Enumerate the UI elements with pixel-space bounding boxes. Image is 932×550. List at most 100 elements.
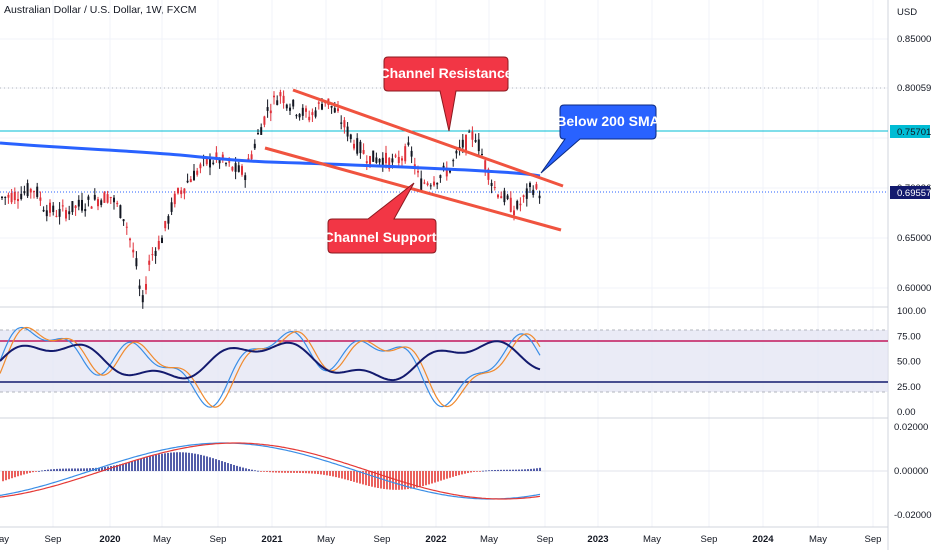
macd-bar xyxy=(221,461,223,471)
price-tick-label: 0.65000 xyxy=(897,233,931,244)
macd-bar xyxy=(302,471,304,474)
candle-body xyxy=(317,102,320,104)
candle-body xyxy=(468,131,471,133)
candle-body xyxy=(65,210,67,219)
candle-body xyxy=(378,158,381,163)
macd-bar xyxy=(233,464,235,471)
macd-bar xyxy=(500,469,502,471)
macd-bar xyxy=(137,459,139,471)
macd-bar xyxy=(431,471,433,484)
macd-bar xyxy=(395,471,397,490)
candle-body xyxy=(180,190,183,195)
candle-body xyxy=(23,191,26,194)
candle-body xyxy=(183,188,186,194)
time-axis[interactable]: May Sep 2020 May Sep 2021 May Sep 2022 May Sep 2023… xyxy=(0,534,881,545)
macd-bar xyxy=(11,471,13,479)
candle-body xyxy=(97,199,99,207)
macd-bar xyxy=(332,471,334,477)
macd-bar xyxy=(5,471,7,481)
macd-tick-label: 0.00000 xyxy=(894,466,928,477)
candle-body xyxy=(282,95,285,104)
macd-bar xyxy=(230,464,232,471)
candle-body xyxy=(132,249,135,253)
macd-bar xyxy=(29,471,31,473)
macd-bar xyxy=(494,469,496,471)
callout-channel-support[interactable]: Channel Support xyxy=(324,182,437,254)
candle-body xyxy=(484,160,487,170)
time-tick-label: Sep xyxy=(374,534,391,545)
candle-body xyxy=(61,205,64,207)
macd-bar xyxy=(440,471,442,481)
time-tick-label: 2023 xyxy=(587,534,608,545)
candle-body xyxy=(420,178,423,191)
rsi-axis[interactable]: 100.00 75.00 50.00 25.00 0.00 xyxy=(897,306,926,418)
candle-body xyxy=(474,139,477,142)
macd-bar xyxy=(317,471,319,475)
chart-title: Australian Dollar / U.S. Dollar, 1W, FXC… xyxy=(4,4,197,16)
candle-body xyxy=(391,158,394,163)
macd-bar xyxy=(482,470,484,472)
macd-bar xyxy=(467,471,469,474)
macd-bar xyxy=(473,471,475,472)
candle-body xyxy=(359,141,362,154)
candle-body xyxy=(516,200,519,209)
candle-body xyxy=(177,188,179,194)
macd-bar xyxy=(218,460,220,471)
macd-bar xyxy=(530,468,532,471)
macd-bar xyxy=(380,471,382,489)
callout-below-sma-shape[interactable] xyxy=(540,104,657,174)
candle-body xyxy=(209,158,211,168)
candle-body xyxy=(260,127,263,135)
candles-group[interactable] xyxy=(1,89,541,309)
candle-body xyxy=(228,161,231,163)
time-tick-label: May xyxy=(317,534,335,545)
candle-body xyxy=(135,258,138,267)
callout-channel-resistance-shape[interactable] xyxy=(383,56,509,132)
macd-bar xyxy=(464,471,466,474)
candle-body xyxy=(439,175,442,179)
time-tick-label: 2021 xyxy=(261,534,283,545)
candle-body xyxy=(487,169,490,180)
time-tick-label: Sep xyxy=(537,534,554,545)
candle-body xyxy=(429,185,432,187)
channel-resistance-line[interactable] xyxy=(292,88,564,188)
candle-body xyxy=(90,206,93,209)
candle-body xyxy=(68,211,71,215)
candle-body xyxy=(369,156,371,167)
candle-body xyxy=(314,110,317,117)
candle-body xyxy=(116,202,119,205)
candle-body xyxy=(218,158,221,164)
macd-bar xyxy=(152,455,154,471)
callout-channel-resistance[interactable]: Channel Resistance xyxy=(379,56,513,132)
rsi-tick-label: 50.00 xyxy=(897,357,921,368)
macd-bar xyxy=(131,461,133,471)
callout-below-sma[interactable]: Below 200 SMA xyxy=(540,104,660,174)
macd-bar xyxy=(410,471,412,489)
macd-bar xyxy=(227,463,229,471)
macd-bar xyxy=(311,471,313,474)
macd-bar xyxy=(422,471,424,487)
channel-support-line[interactable] xyxy=(264,146,562,232)
candle-body xyxy=(490,182,493,186)
time-tick-label: May xyxy=(0,534,9,545)
macd-bar xyxy=(275,471,277,473)
macd-bar xyxy=(281,471,283,473)
candle-body xyxy=(465,134,467,151)
sma-200-line[interactable] xyxy=(0,141,541,178)
macd-bar xyxy=(239,466,241,471)
candle-body xyxy=(141,295,144,303)
macd-bar xyxy=(245,468,247,471)
callout-channel-support-shape[interactable] xyxy=(327,182,437,254)
price-tick-label: 0.85000 xyxy=(897,34,931,45)
macd-bar xyxy=(407,471,409,490)
macd-tick-label: 0.02000 xyxy=(894,422,928,433)
rsi-tick-label: 100.00 xyxy=(897,306,926,317)
macd-bar xyxy=(368,471,370,486)
macd-bar xyxy=(485,470,487,472)
macd-bar xyxy=(278,471,280,473)
macd-bar xyxy=(17,471,19,477)
macd-bar xyxy=(209,457,211,471)
macd-axis[interactable]: 0.02000 0.00000 -0.02000 xyxy=(894,422,932,521)
